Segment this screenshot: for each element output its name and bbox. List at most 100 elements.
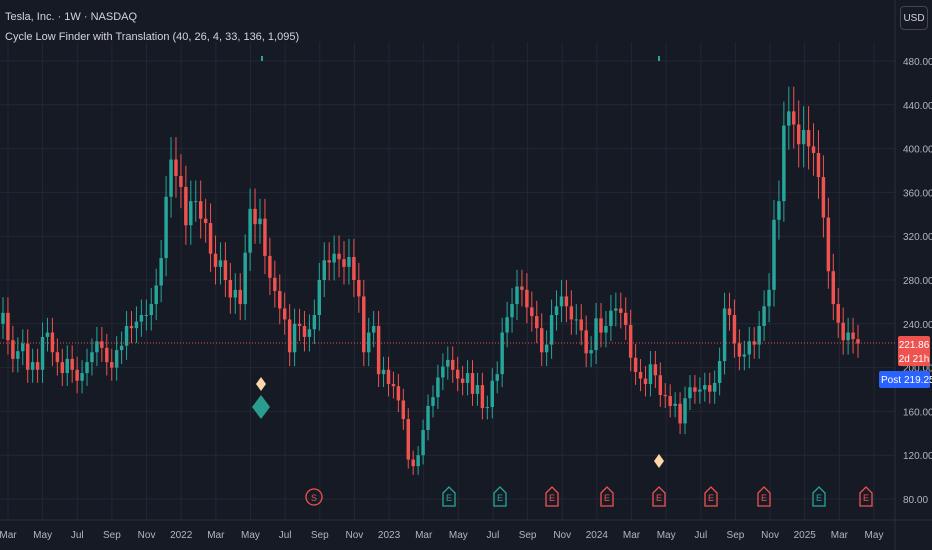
candle-body — [228, 280, 233, 298]
x-tick-label: Sep — [311, 530, 329, 541]
split-event-icon[interactable] — [305, 488, 323, 506]
x-tick-label: Mar — [207, 530, 225, 541]
candle-body — [362, 296, 366, 353]
candle-body — [287, 319, 292, 353]
candle-body — [90, 352, 94, 363]
candle-body — [564, 296, 569, 307]
candle-body — [124, 325, 129, 346]
post-price: 219.25 — [904, 375, 932, 386]
candle-body — [772, 219, 776, 290]
last-price-badge — [898, 336, 930, 366]
candle-body — [253, 208, 257, 225]
x-tick-label: May — [865, 530, 884, 541]
candle-body — [139, 315, 144, 322]
candle-body — [811, 146, 816, 153]
candle-body — [436, 377, 440, 398]
candle-body — [530, 307, 534, 317]
candle-body — [105, 347, 109, 363]
x-tick-label: 2025 — [794, 530, 817, 541]
candle-body — [273, 277, 277, 291]
candle-body — [757, 325, 761, 345]
earnings-event-icon[interactable] — [859, 486, 873, 507]
event-label: E — [761, 493, 767, 503]
earnings-event-icon[interactable] — [812, 486, 826, 507]
candle-body — [278, 290, 282, 309]
candle-body — [302, 325, 307, 337]
y-tick-label: 360.00 — [903, 188, 932, 199]
earnings-event-icon[interactable] — [442, 486, 456, 507]
y-tick-label: 120.00 — [903, 451, 932, 462]
earnings-event-icon[interactable] — [704, 486, 718, 507]
x-tick-label: 2022 — [170, 530, 193, 541]
x-tick-label: Sep — [519, 530, 537, 541]
candle-body — [678, 403, 682, 424]
candle-body — [65, 358, 69, 374]
candle-body — [816, 152, 821, 178]
candle-body — [50, 332, 55, 353]
candle-body — [796, 124, 801, 145]
candle-body — [149, 304, 153, 316]
candle-body — [401, 400, 406, 420]
earnings-event-icon[interactable] — [652, 486, 666, 507]
candle-body — [614, 308, 618, 311]
top-tick-marker — [261, 56, 263, 61]
candle-body — [144, 315, 149, 317]
earnings-event-icon[interactable] — [493, 486, 507, 507]
currency-button[interactable]: USD — [900, 6, 928, 30]
candle-body — [25, 343, 30, 370]
candle-body — [604, 325, 608, 333]
candle-body — [515, 286, 519, 305]
candle-body — [495, 374, 499, 381]
time-axis[interactable]: Mar May Jul Sep Nov 2022 Mar May Jul Sep Nov 2023 Ma… — [0, 530, 883, 541]
earnings-event-icon[interactable] — [757, 486, 771, 507]
candles — [1, 86, 860, 475]
candle-body — [638, 371, 643, 379]
candle-body — [465, 373, 470, 383]
candle-body — [569, 306, 574, 320]
candle-body — [490, 380, 495, 408]
x-tick-label: Nov — [346, 530, 364, 541]
candle-body — [263, 218, 267, 256]
candle-body — [198, 201, 203, 219]
candle-body — [658, 375, 663, 395]
candle-body — [194, 201, 198, 203]
candle-body — [179, 175, 183, 187]
candle-body — [831, 271, 836, 305]
candle-body — [767, 289, 771, 307]
price-axis[interactable]: 480.00 440.00 400.00 360.00 320.00 280.00 240.… — [903, 57, 932, 506]
indicator-legend[interactable]: Cycle Low Finder with Translation (40, 2… — [5, 31, 300, 43]
x-tick-label: Jul — [487, 530, 500, 541]
candle-body — [307, 329, 312, 337]
candle-body — [742, 354, 747, 357]
candle-body — [747, 341, 752, 355]
candle-body — [505, 317, 509, 333]
candle-body — [218, 260, 223, 267]
x-tick-label: Jul — [71, 530, 84, 541]
candle-body — [21, 343, 25, 352]
y-tick-label: 280.00 — [903, 276, 932, 287]
candle-body — [574, 319, 579, 321]
symbol-title[interactable]: Tesla, Inc. · 1W · NASDAQ — [5, 11, 138, 23]
y-tick-label: 160.00 — [903, 407, 932, 418]
candle-body — [446, 359, 450, 367]
candle-body — [203, 218, 208, 224]
candle-body — [475, 385, 480, 394]
cycle-low-diamond — [256, 377, 266, 391]
candle-body — [75, 369, 79, 381]
earnings-event-icon[interactable] — [545, 486, 559, 507]
candle-body — [589, 350, 593, 354]
earnings-event-icon[interactable] — [600, 486, 614, 507]
x-tick-label: Sep — [727, 530, 745, 541]
top-tick-marker — [658, 56, 660, 61]
candle-body — [129, 325, 134, 329]
candle-body — [357, 280, 361, 297]
candle-body — [698, 389, 702, 392]
event-label: E — [863, 493, 869, 503]
candle-body — [95, 341, 99, 353]
candle-body — [673, 403, 677, 406]
candle-body — [268, 255, 272, 278]
candle-body — [233, 289, 238, 298]
